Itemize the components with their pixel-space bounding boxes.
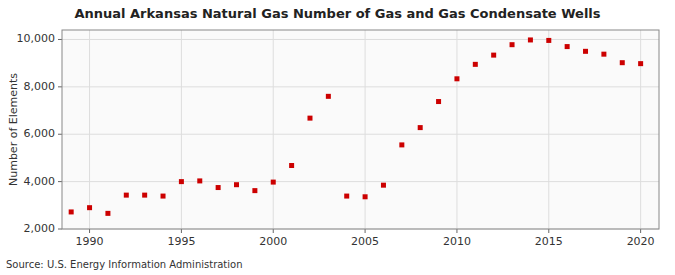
x-grid-line <box>273 30 274 229</box>
point <box>528 37 533 42</box>
y-tick-label: 8,000 <box>24 80 56 93</box>
point <box>436 99 441 104</box>
x-tick-label: 2000 <box>259 235 287 248</box>
x-grid-line <box>640 30 641 229</box>
point <box>399 142 404 147</box>
point <box>565 44 570 49</box>
x-grid-line <box>548 30 549 229</box>
point <box>161 194 166 199</box>
point <box>381 183 386 188</box>
x-tick-label: 2020 <box>627 235 655 248</box>
x-tick-label: 2010 <box>443 235 471 248</box>
point <box>546 38 551 43</box>
y-tick-label: 4,000 <box>24 175 56 188</box>
x-grid-line <box>89 30 90 229</box>
x-tick <box>548 229 549 233</box>
plot-frame <box>62 30 659 229</box>
chart: 2,000 4,000 6,000 8,000 10,000 1990 1995 2000 20… <box>0 0 675 275</box>
x-tick <box>89 229 90 233</box>
point <box>638 61 643 66</box>
point <box>87 205 92 210</box>
point <box>142 193 147 198</box>
point <box>454 76 459 81</box>
point <box>473 62 478 67</box>
x-tick <box>273 229 274 233</box>
title: Annual Arkansas Natural Gas Number of Ga… <box>74 6 600 21</box>
x-tick <box>181 229 182 233</box>
point <box>271 180 276 185</box>
point <box>418 125 423 130</box>
y-tick <box>58 181 62 182</box>
x-tick-label: 2015 <box>535 235 563 248</box>
y-grid-line <box>62 86 659 87</box>
y-tick-label: 6,000 <box>24 127 56 140</box>
y-tick <box>58 86 62 87</box>
x-tick <box>640 229 641 233</box>
x-tick <box>365 229 366 233</box>
point <box>491 53 496 58</box>
axes: 2,000 4,000 6,000 8,000 10,000 1990 1995 2000 20… <box>17 30 660 248</box>
point <box>344 194 349 199</box>
y-tick <box>58 229 62 230</box>
y-tick <box>58 134 62 135</box>
y-tick-label: 10,000 <box>17 32 56 45</box>
point <box>105 211 110 216</box>
x-tick-label: 2005 <box>351 235 379 248</box>
point <box>197 178 202 183</box>
point <box>307 116 312 121</box>
source-note: Source: U.S. Energy Information Administ… <box>6 259 243 270</box>
plot-background <box>62 30 659 229</box>
point <box>363 194 368 199</box>
y-tick-label: 2,000 <box>24 222 56 235</box>
y-tick <box>58 39 62 40</box>
y-grid-line <box>62 39 659 40</box>
point <box>620 60 625 65</box>
point <box>252 188 257 193</box>
x-grid-line <box>181 30 182 229</box>
point <box>179 179 184 184</box>
x-grid-line <box>456 30 457 229</box>
y-axis-label: Number of Elements <box>7 73 20 186</box>
points <box>69 37 643 215</box>
point <box>510 42 515 47</box>
point <box>69 209 74 214</box>
grid <box>62 30 659 229</box>
y-grid-line <box>62 134 659 135</box>
x-tick-label: 1990 <box>76 235 104 248</box>
point <box>216 185 221 190</box>
point <box>234 182 239 187</box>
point <box>601 52 606 57</box>
y-grid-line <box>62 181 659 182</box>
point <box>583 49 588 54</box>
point <box>124 193 129 198</box>
x-tick-label: 1995 <box>167 235 195 248</box>
x-tick <box>456 229 457 233</box>
point <box>326 94 331 99</box>
point <box>289 163 294 168</box>
